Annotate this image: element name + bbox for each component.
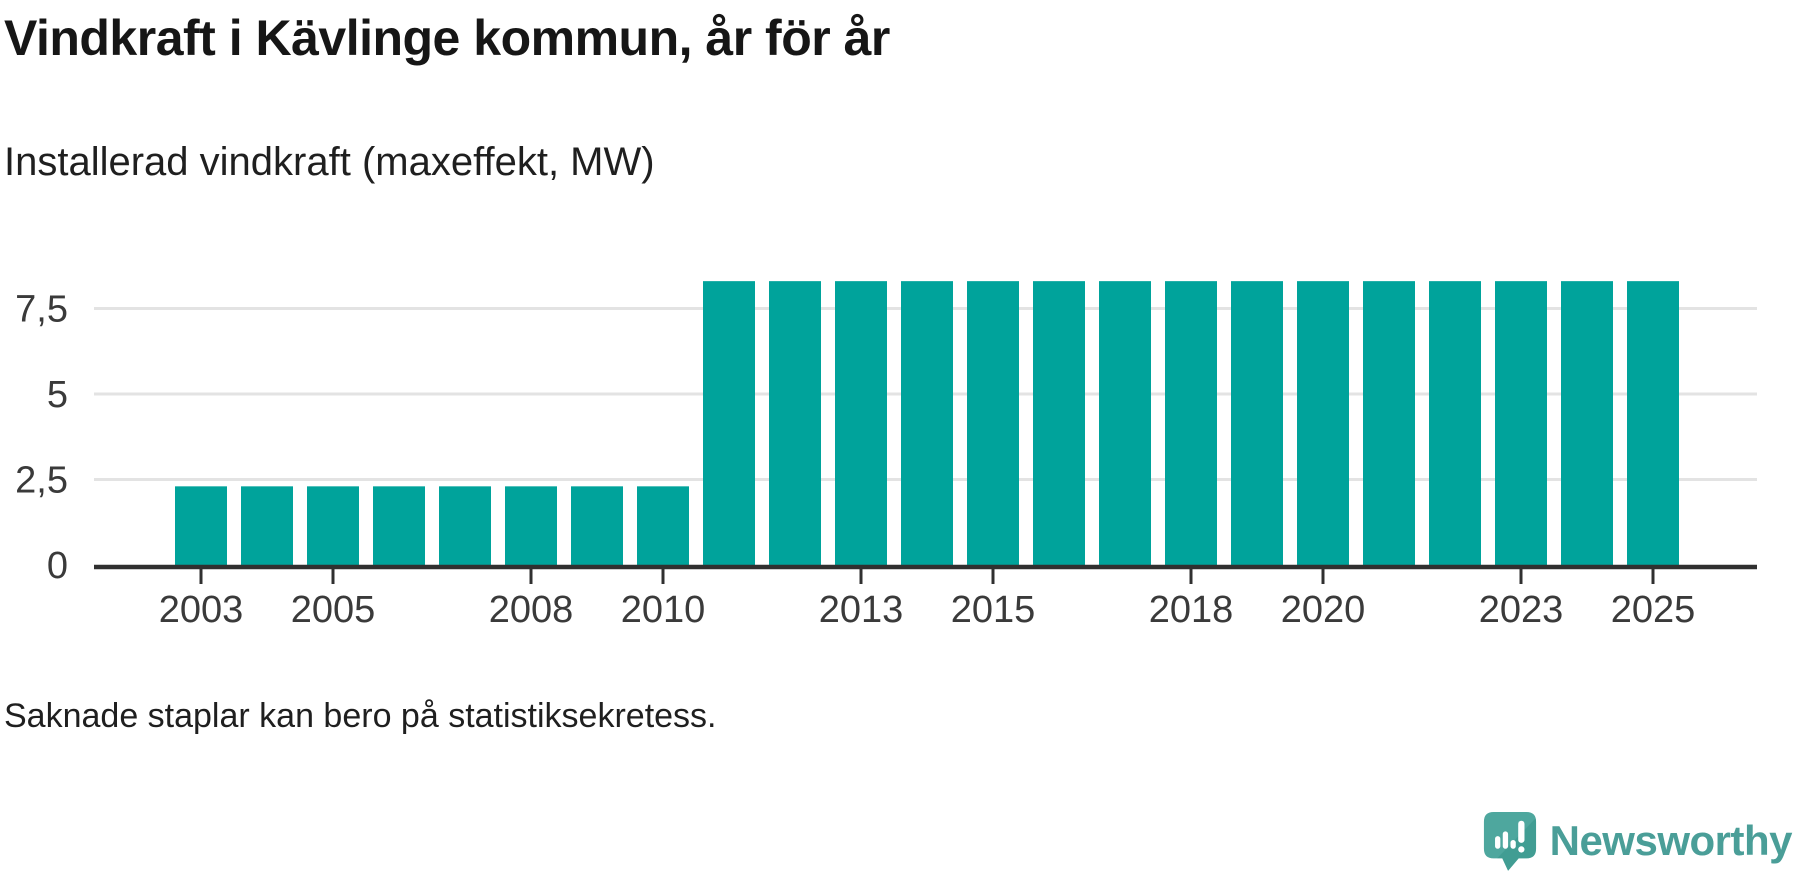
- bar-2022: [1429, 281, 1481, 565]
- x-tick-label-2020: 2020: [1281, 589, 1366, 631]
- y-tick-label-2,5: 2,5: [15, 460, 68, 502]
- chart-footnote: Saknade staplar kan bero på statistiksek…: [4, 697, 717, 735]
- icon-bar-small: [1494, 836, 1500, 849]
- x-tick-label-2003: 2003: [159, 589, 244, 631]
- page-title: Vindkraft i Kävlinge kommun, år för år: [4, 10, 890, 66]
- bar-2012: [769, 281, 821, 565]
- bar-2021: [1363, 281, 1415, 565]
- bar-2020: [1297, 281, 1349, 565]
- newsworthy-wordmark: Newsworthy: [1549, 817, 1793, 864]
- bar-2013: [835, 281, 887, 565]
- bar-2015: [967, 281, 1019, 565]
- icon-bar-short: [1510, 840, 1516, 849]
- y-tick-label-0: 0: [47, 545, 68, 587]
- bar-2019: [1231, 281, 1283, 565]
- chart-subtitle: Installerad vindkraft (maxeffekt, MW): [4, 140, 655, 184]
- x-tick-label-2023: 2023: [1479, 589, 1564, 631]
- bar-2018: [1165, 281, 1217, 565]
- bar-2005: [307, 486, 359, 565]
- bar-chart: 2003 2005 2008 2010 2013 2015 2018 2020 2023 2025…: [15, 281, 1757, 631]
- bar-2025: [1627, 281, 1679, 565]
- icon-exclamation-bar: [1517, 820, 1525, 843]
- x-tick-label-2008: 2008: [489, 589, 574, 631]
- y-tick-label-5: 5: [47, 374, 68, 416]
- icon-exclamation-dot: [1517, 846, 1525, 853]
- bar-2004: [241, 486, 293, 565]
- bar-2003: [175, 486, 227, 565]
- bar-2008: [505, 486, 557, 565]
- bar-2009: [571, 486, 623, 565]
- bar-2023: [1495, 281, 1547, 565]
- bar-2006: [373, 486, 425, 565]
- x-tick-label-2015: 2015: [951, 589, 1036, 631]
- bar-2017: [1099, 281, 1151, 565]
- bar-2010: [637, 486, 689, 565]
- x-tick-label-2010: 2010: [621, 589, 706, 631]
- x-tick-label-2025: 2025: [1611, 589, 1696, 631]
- bar-2014: [901, 281, 953, 565]
- newsworthy-logo: Newsworthy: [1482, 810, 1793, 872]
- newsworthy-speech-bubble-bar-chart-icon: [1483, 812, 1536, 871]
- icon-bar-tall: [1502, 831, 1508, 849]
- bar-2007: [439, 486, 491, 565]
- x-tick-label-2018: 2018: [1149, 589, 1234, 631]
- bar-2024: [1561, 281, 1613, 565]
- bar-2016: [1033, 281, 1085, 565]
- x-tick-label-2005: 2005: [291, 589, 376, 631]
- bar-2011: [703, 281, 755, 565]
- x-tick-label-2013: 2013: [819, 589, 904, 631]
- y-tick-label-7,5: 7,5: [15, 289, 68, 331]
